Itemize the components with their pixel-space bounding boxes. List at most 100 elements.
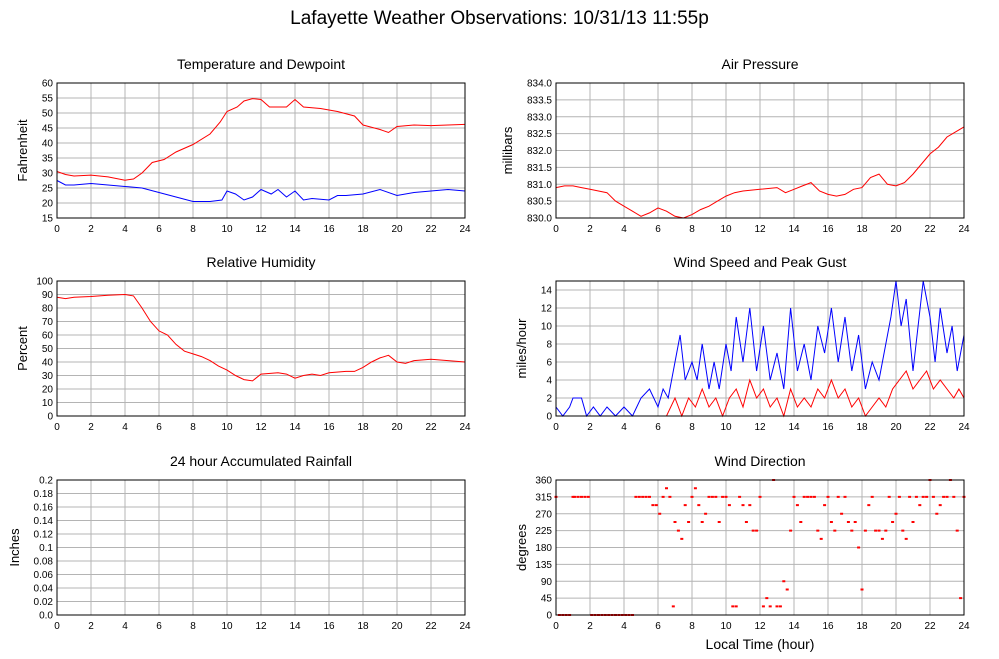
x-tick-label: 12 [754, 224, 766, 235]
x-tick-label: 2 [587, 422, 593, 433]
y-tick-label: 830.0 [527, 214, 552, 225]
plot-frame [56, 479, 466, 616]
data-point [782, 580, 786, 583]
x-tick-label: 22 [425, 224, 437, 235]
data-point [680, 537, 684, 540]
data-point [802, 495, 806, 498]
y-tick-label: 830.5 [527, 197, 552, 208]
y-tick-label: 6 [546, 358, 552, 369]
y-tick-label: 45 [541, 594, 553, 605]
y-tick-label: 40 [42, 139, 54, 150]
y-tick-label: 832.5 [527, 129, 552, 140]
x-tick-label: 24 [958, 224, 970, 235]
y-tick-label: 35 [42, 154, 54, 165]
data-point [925, 495, 929, 498]
data-point [799, 521, 803, 523]
y-tick-label: 60 [42, 331, 54, 342]
y-tick-label: 0.14 [34, 516, 54, 527]
data-point [586, 495, 590, 498]
data-point [806, 495, 810, 498]
y-tick-label: 0 [47, 412, 53, 423]
data-point [744, 521, 748, 523]
x-tick-label: 10 [221, 621, 233, 632]
data-point [792, 495, 796, 498]
data-point [724, 495, 728, 498]
data-point [921, 495, 925, 498]
y-tick-label: 50 [42, 109, 54, 120]
data-point [955, 529, 959, 532]
series-line-1 [56, 293, 466, 382]
data-point [789, 529, 793, 532]
x-tick-label: 12 [754, 621, 766, 632]
data-point [891, 521, 895, 523]
data-point [651, 504, 655, 507]
data-point [634, 495, 638, 498]
data-point [583, 495, 587, 498]
y-tick-label: 2 [546, 394, 552, 405]
y-tick-label: 0.0 [39, 611, 53, 622]
y-tick-label: 831.5 [527, 163, 552, 174]
y-tick-label: 0.04 [34, 584, 54, 595]
y-tick-label: 12 [541, 304, 553, 315]
data-point [661, 495, 665, 498]
series-line-1 [555, 126, 965, 219]
y-tick-label: 30 [42, 371, 54, 382]
data-point [823, 504, 827, 507]
y-tick-label: 25 [42, 184, 54, 195]
y-tick-label: 834.0 [527, 79, 552, 90]
data-point [819, 537, 823, 540]
data-point [761, 605, 765, 608]
data-point [710, 495, 714, 498]
data-point [935, 512, 939, 515]
data-point [668, 495, 672, 498]
x-tick-label: 20 [391, 422, 403, 433]
y-tick-label: 0 [546, 412, 552, 423]
data-point [673, 521, 677, 523]
y-tick-label: 30 [42, 169, 54, 180]
x-tick-label: 0 [54, 621, 60, 632]
x-tick-label: 18 [357, 224, 369, 235]
data-point [938, 504, 942, 507]
data-point [671, 605, 675, 608]
data-point [833, 529, 837, 532]
y-tick-label: 45 [42, 124, 54, 135]
x-tick-label: 4 [621, 224, 627, 235]
x-tick-label: 22 [924, 422, 936, 433]
x-tick-label: 12 [754, 422, 766, 433]
x-tick-label: 24 [958, 621, 970, 632]
plot-frame [56, 82, 466, 219]
data-point [758, 495, 762, 498]
x-tick-label: 10 [221, 422, 233, 433]
data-point [644, 495, 648, 498]
data-point [795, 504, 799, 507]
y-tick-label: 20 [42, 199, 54, 210]
x-tick-label: 6 [655, 422, 661, 433]
data-point [901, 529, 905, 532]
data-point [676, 529, 680, 532]
data-point [751, 529, 755, 532]
data-point [755, 529, 759, 532]
y-tick-label: 80 [42, 304, 54, 315]
x-tick-label: 0 [54, 422, 60, 433]
data-point [850, 529, 854, 532]
x-tick-label: 8 [190, 422, 196, 433]
data-point [867, 504, 871, 507]
y-tick-label: 0.08 [34, 557, 54, 568]
series-line-1 [555, 280, 965, 418]
data-point [812, 495, 816, 498]
data-point [687, 521, 691, 523]
y-tick-label: 0.12 [34, 530, 54, 541]
data-point [952, 495, 956, 498]
y-tick-label: 20 [42, 385, 54, 396]
y-tick-label: 225 [535, 526, 552, 537]
chart-title: Air Pressure [721, 56, 798, 72]
data-point [959, 597, 963, 600]
x-tick-label: 12 [255, 621, 267, 632]
data-point [714, 495, 718, 498]
x-tick-label: 2 [587, 621, 593, 632]
data-point [911, 521, 915, 523]
x-tick-label: 2 [587, 224, 593, 235]
